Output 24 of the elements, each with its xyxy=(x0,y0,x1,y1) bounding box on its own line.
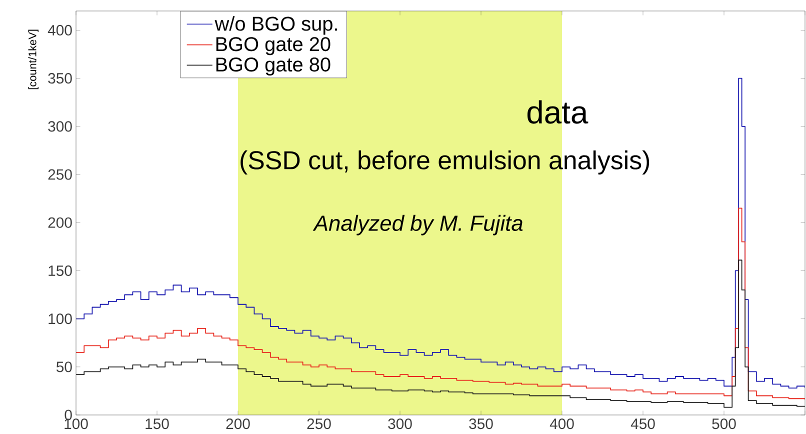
x-tick-label: 100 xyxy=(64,418,88,430)
legend-label: BGO gate 20 xyxy=(216,37,330,56)
legend-label: w/o BGO sup. xyxy=(214,16,337,35)
y-tick-label: 150 xyxy=(48,265,72,276)
y-tick-label: 350 xyxy=(48,73,72,84)
annotation: data xyxy=(527,100,588,124)
x-tick-label: 500 xyxy=(712,418,736,430)
x-tick-label: 300 xyxy=(388,418,412,430)
x-tick-label: 150 xyxy=(146,418,169,430)
y-tick-label: 200 xyxy=(48,217,72,228)
x-tick-label: 450 xyxy=(630,418,655,430)
y-axis-title: [count/1keV] xyxy=(28,30,38,90)
x-tick-label: 200 xyxy=(226,418,250,430)
y-tick-label: 250 xyxy=(48,169,72,180)
annotation: (SSD cut, before emulsion analysis) xyxy=(240,150,650,175)
y-tick-label: 50 xyxy=(56,362,72,372)
legend-label: BGO gate 80 xyxy=(216,57,330,76)
y-tick-label: 300 xyxy=(48,121,72,132)
y-tick-label: 100 xyxy=(48,314,72,324)
x-tick-label: 400 xyxy=(550,418,574,430)
x-tick-label: 350 xyxy=(469,418,493,430)
annotation: Analyzed by M. Fujita xyxy=(312,214,523,236)
y-tick-label: 400 xyxy=(48,24,72,36)
x-tick-label: 250 xyxy=(307,418,331,430)
